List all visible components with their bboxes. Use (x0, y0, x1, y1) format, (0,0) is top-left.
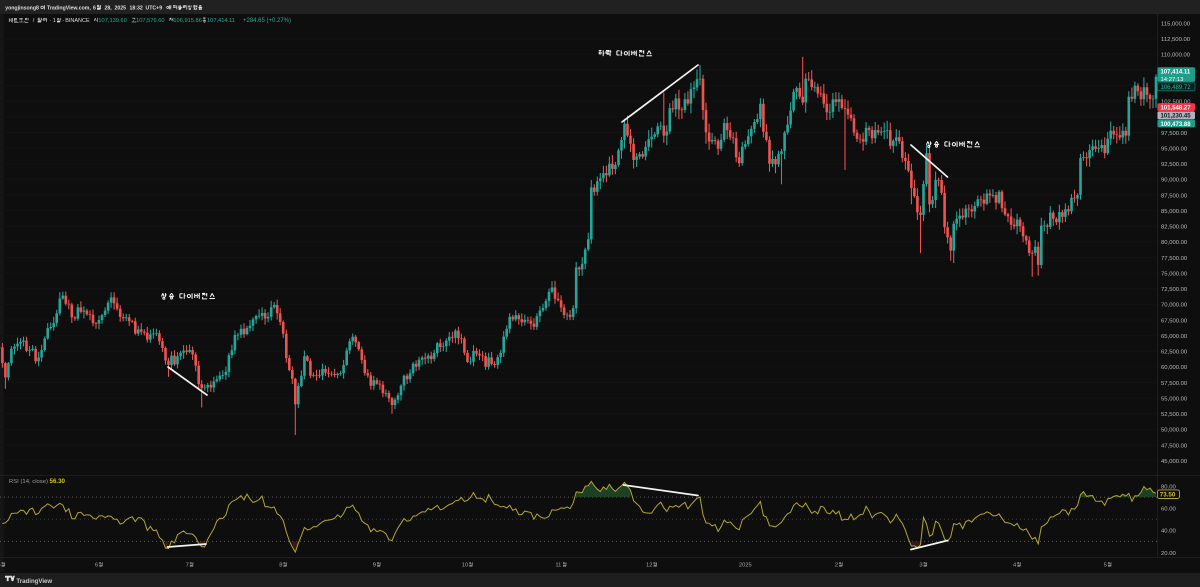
svg-text:62,500.00: 62,500.00 (1161, 350, 1188, 356)
svg-text:11: 11 (555, 563, 561, 569)
svg-text:2025: 2025 (739, 563, 752, 569)
svg-text:72,500.00: 72,500.00 (1161, 287, 1188, 293)
svg-text:14:27:13: 14:27:13 (1161, 77, 1185, 83)
svg-text:·: · (62, 18, 64, 24)
svg-text:60,000.00: 60,000.00 (1161, 365, 1188, 371)
svg-text:12: 12 (646, 563, 652, 569)
svg-text:7: 7 (186, 563, 189, 569)
svg-text:57,500.00: 57,500.00 (1161, 381, 1188, 387)
svg-text:yongjinsong8: yongjinsong8 (5, 6, 39, 12)
svg-text:101,230.45: 101,230.45 (1161, 114, 1192, 120)
svg-text:70,000.00: 70,000.00 (1161, 303, 1188, 309)
svg-text:10: 10 (462, 563, 468, 569)
svg-text:5: 5 (0, 563, 1, 569)
svg-text:6: 6 (93, 6, 96, 12)
svg-text:TradingView.com,: TradingView.com, (47, 6, 91, 12)
svg-text:82,500.00: 82,500.00 (1161, 225, 1188, 231)
svg-text:80,000.00: 80,000.00 (1161, 240, 1188, 246)
svg-text:87,500.00: 87,500.00 (1161, 193, 1188, 199)
svg-text:18:32: 18:32 (130, 6, 143, 12)
svg-text:107,414.11: 107,414.11 (1161, 70, 1191, 76)
svg-text:4: 4 (1013, 563, 1017, 569)
svg-text:110,000.00: 110,000.00 (1161, 53, 1191, 59)
svg-text:97,500.00: 97,500.00 (1161, 131, 1188, 137)
svg-text:65,000.00: 65,000.00 (1161, 334, 1188, 340)
svg-text:3: 3 (919, 563, 922, 569)
svg-text:2025: 2025 (115, 6, 127, 12)
svg-text:80.00: 80.00 (1161, 484, 1176, 490)
svg-text:50,000.00: 50,000.00 (1161, 428, 1188, 434)
svg-text:52,500.00: 52,500.00 (1161, 412, 1188, 418)
svg-text:77,500.00: 77,500.00 (1161, 256, 1188, 262)
svg-text:/: / (33, 18, 35, 24)
svg-text:101,548.27: 101,548.27 (1161, 105, 1192, 111)
svg-text:73.50: 73.50 (1160, 492, 1176, 499)
svg-text:92,500.00: 92,500.00 (1161, 162, 1188, 168)
svg-text:9: 9 (373, 563, 376, 569)
svg-text:60.00: 60.00 (1161, 507, 1176, 513)
svg-text:100,473.88: 100,473.88 (1161, 122, 1192, 128)
svg-text:112,500.00: 112,500.00 (1161, 37, 1191, 43)
svg-text:85,000.00: 85,000.00 (1161, 209, 1188, 215)
svg-text:107,414.11: 107,414.11 (207, 18, 235, 24)
svg-text:47,500.00: 47,500.00 (1161, 443, 1188, 449)
svg-text:5: 5 (1104, 563, 1107, 569)
svg-text:102,500.00: 102,500.00 (1161, 100, 1191, 106)
svg-text:55,000.00: 55,000.00 (1161, 396, 1188, 402)
svg-text:BINANCE: BINANCE (65, 18, 90, 24)
svg-text:+284.65 (+0.27%): +284.65 (+0.27%) (243, 18, 291, 24)
svg-text:90,000.00: 90,000.00 (1161, 178, 1188, 184)
svg-text:UTC+9: UTC+9 (146, 6, 163, 12)
svg-text:106,915.86: 106,915.86 (173, 18, 201, 24)
svg-text:1: 1 (53, 18, 56, 24)
svg-text:28,: 28, (105, 6, 113, 12)
svg-text:8: 8 (279, 563, 282, 569)
svg-text:20.00: 20.00 (1161, 551, 1176, 557)
svg-text:106,489.72: 106,489.72 (1161, 85, 1192, 91)
svg-text:107,139.60: 107,139.60 (98, 18, 126, 24)
svg-text:2: 2 (835, 563, 838, 569)
svg-text:95,000.00: 95,000.00 (1161, 146, 1188, 152)
svg-text:67,500.00: 67,500.00 (1161, 318, 1188, 324)
svg-text:45,000.00: 45,000.00 (1161, 459, 1188, 465)
svg-text:107,576.60: 107,576.60 (136, 18, 164, 24)
svg-text:56.30: 56.30 (50, 478, 66, 485)
svg-text:40.00: 40.00 (1161, 529, 1176, 535)
svg-text:115,000.00: 115,000.00 (1161, 21, 1191, 27)
svg-text:TradingView: TradingView (16, 578, 52, 585)
svg-text:·: · (50, 18, 52, 24)
svg-text:RSI (14, close): RSI (14, close) (9, 479, 48, 485)
svg-text:75,000.00: 75,000.00 (1161, 271, 1188, 277)
svg-text:6: 6 (95, 563, 98, 569)
